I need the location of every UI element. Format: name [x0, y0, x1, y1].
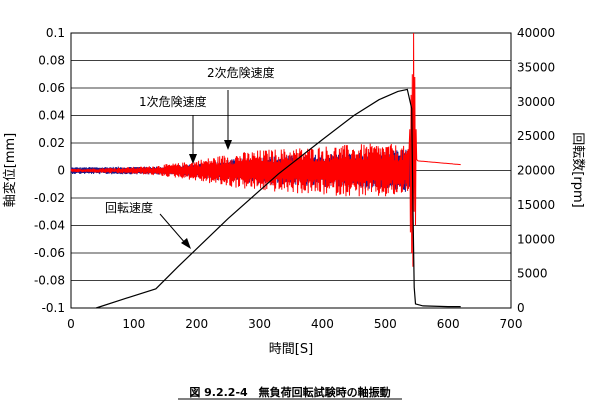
y-right-tick-1: 5000 [517, 267, 548, 281]
y-left-axis-ticks: -0.1 -0.08 -0.06 -0.04 -0.02 0 0.02 0.04 0.06 0.0… [34, 26, 65, 315]
y-right-axis-ticks: 0 5000 10000 15000 20000 25000 30000 35000 40000 [517, 26, 555, 315]
y-left-tick-7: 0.04 [38, 109, 65, 123]
x-tick-7: 700 [500, 317, 523, 331]
arrowhead-critical-speed-2 [224, 140, 232, 150]
y-left-tick-1: -0.08 [34, 274, 65, 288]
series-rotation-speed [95, 88, 461, 309]
y-right-axis-title: 回転数[rpm] [570, 132, 585, 207]
series-displacement-red [70, 32, 461, 267]
x-tick-4: 400 [311, 317, 334, 331]
annotation-critical-speed-2: 2次危険速度 [207, 65, 275, 80]
y-right-tick-8: 40000 [517, 26, 555, 40]
y-right-tick-4: 20000 [517, 164, 555, 178]
series-red-line [70, 32, 461, 267]
annotations: 2次危険速度 1次危険速度 回転速度 [105, 65, 275, 249]
x-axis-ticks: 0 100 200 300 400 500 600 700 [67, 317, 522, 331]
y-right-tick-6: 30000 [517, 95, 555, 109]
y-right-tick-0: 0 [517, 301, 525, 315]
y-right-tick-2: 10000 [517, 232, 555, 246]
annotation-critical-speed-1: 1次危険速度 [139, 94, 207, 109]
y-left-tick-5: 0 [57, 164, 65, 178]
x-tick-1: 100 [122, 317, 145, 331]
x-tick-3: 300 [248, 317, 271, 331]
y-left-tick-9: 0.08 [38, 54, 65, 68]
y-right-tick-5: 25000 [517, 129, 555, 143]
figure-caption: 図 9.2.2-4 無負荷回転試験時の軸振動 [189, 385, 390, 399]
y-right-tick-7: 35000 [517, 60, 555, 74]
x-axis-title: 時間[S] [269, 342, 313, 357]
y-left-tick-4: -0.02 [34, 191, 65, 205]
x-tick-6: 600 [437, 317, 460, 331]
x-tick-0: 0 [67, 317, 75, 331]
arrowhead-critical-speed-1 [189, 154, 197, 164]
arrow-rotation-speed [159, 213, 187, 245]
y-left-tick-6: 0.02 [38, 136, 65, 150]
x-tick-2: 200 [185, 317, 208, 331]
y-left-tick-8: 0.06 [38, 81, 65, 95]
y-left-tick-3: -0.04 [34, 219, 65, 233]
annotation-rotation-speed: 回転速度 [105, 200, 153, 215]
y-left-tick-10: 0.1 [46, 26, 65, 40]
y-left-tick-2: -0.06 [34, 246, 65, 260]
y-left-axis-title: 軸変位[mm] [2, 133, 18, 207]
x-tick-5: 500 [374, 317, 397, 331]
series-rpm-line [95, 88, 461, 309]
y-left-tick-0: -0.1 [42, 301, 65, 315]
y-right-tick-3: 15000 [517, 198, 555, 212]
arrowhead-rotation-speed [181, 238, 191, 249]
